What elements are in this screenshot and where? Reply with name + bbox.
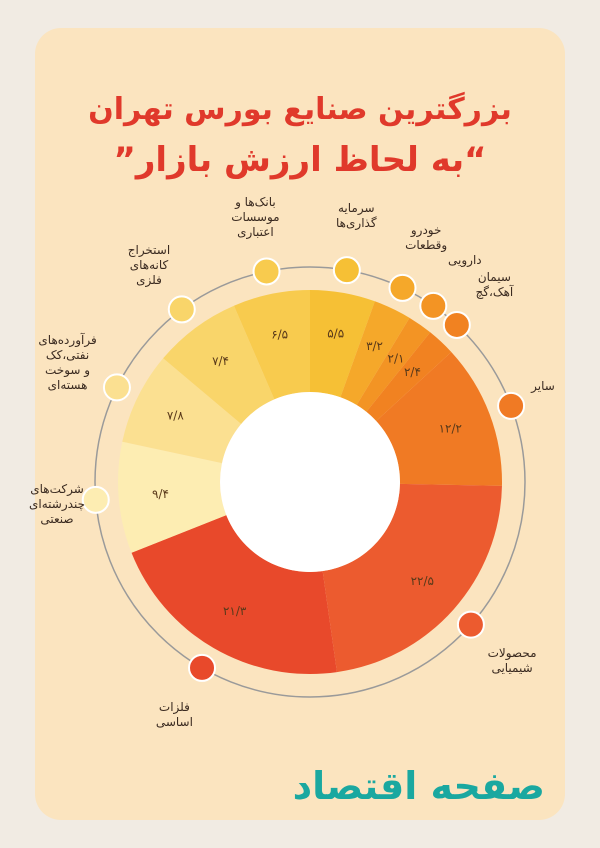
category-label: فرآورده‌های نفتی،کک و سوخت هسته‌ای	[38, 333, 97, 393]
outer-ring	[94, 266, 526, 698]
category-icon	[419, 291, 448, 320]
value-label: ۷/۴	[212, 354, 229, 368]
donut-segment	[310, 290, 375, 398]
category-label: خودرو وقطعات	[405, 223, 448, 253]
value-label: ۲/۴	[404, 365, 421, 379]
category-icon	[388, 273, 417, 302]
category-label: شرکت‌های چندرشته‌ای صنعتی	[29, 481, 85, 526]
donut-segment	[131, 515, 337, 674]
category-icon	[102, 373, 131, 402]
category-icon	[167, 295, 196, 324]
donut-segment	[118, 441, 227, 553]
category-label: سرمایه گذاری‌ها	[336, 200, 377, 230]
donut-segment	[340, 301, 410, 406]
logo: صفحه اقتصاد	[292, 764, 545, 808]
chart-subtitle: “به لحاظ ارزش بازار”	[113, 140, 487, 180]
donut-segment	[322, 483, 502, 673]
category-label: سیمان آهک،گچ	[475, 269, 514, 299]
value-label: ۱۲/۲	[439, 421, 462, 435]
category-label: دارویی	[448, 253, 482, 268]
donut-segment	[366, 332, 452, 422]
value-label: ۹/۴	[152, 487, 169, 501]
chart-title: بزرگترین صنایع بورس تهران	[88, 92, 512, 127]
value-label: ۷/۸	[167, 408, 184, 422]
donut-segment	[233, 290, 310, 400]
category-label: سایر	[531, 378, 555, 393]
category-icon	[81, 485, 110, 514]
category-icon	[442, 310, 471, 339]
category-label: بانک‌ها و موسسات اعتباری	[231, 195, 280, 240]
donut-segment	[376, 351, 502, 486]
value-label: ۳/۲	[366, 339, 383, 353]
category-icon	[252, 257, 281, 286]
category-icon	[497, 391, 526, 420]
category-label: استخراج کانه‌های فلزی	[127, 242, 171, 287]
value-label: ۲/۱	[388, 352, 405, 366]
category-label: محصولات شیمیایی	[487, 646, 537, 676]
category-icon	[188, 653, 217, 682]
value-label: ۲۱/۳	[223, 604, 247, 618]
category-icon	[456, 610, 485, 639]
category-icon	[332, 256, 361, 285]
value-label: ۵/۵	[327, 327, 344, 341]
donut-segment	[356, 317, 431, 412]
value-label: ۶/۵	[271, 328, 288, 342]
category-label: فلزات اساسی	[155, 700, 193, 730]
donut-segment	[122, 358, 242, 464]
value-label: ۲۲/۵	[411, 574, 434, 588]
donut-hole	[220, 392, 400, 572]
donut-segment	[163, 305, 275, 425]
